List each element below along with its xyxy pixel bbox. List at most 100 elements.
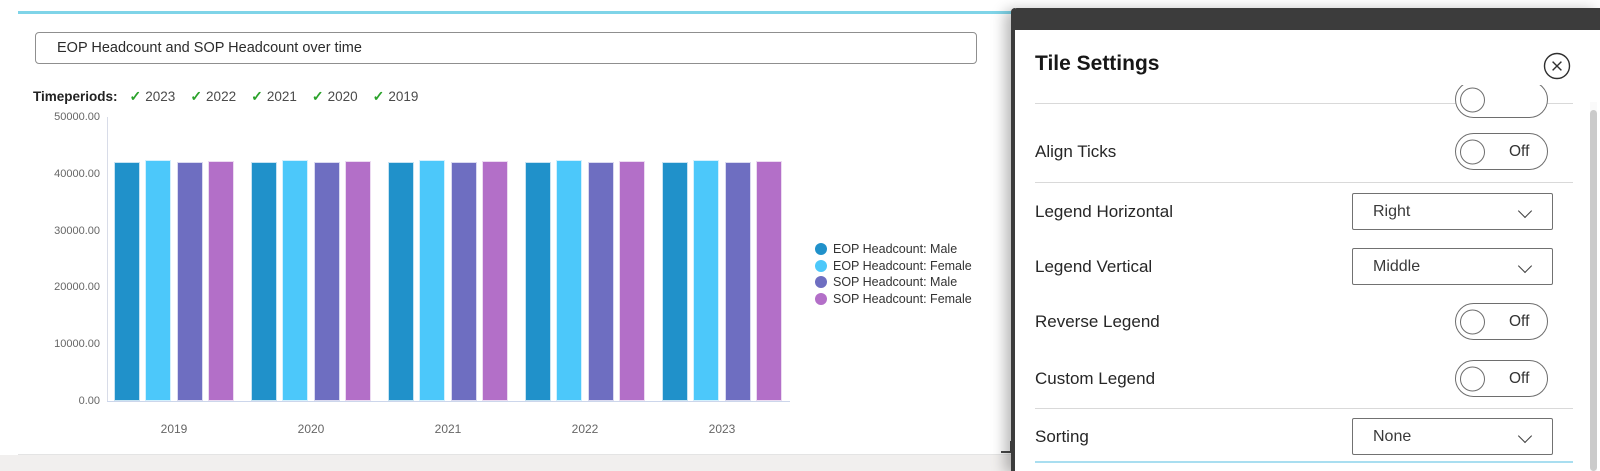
checkmark-icon: ✓ (251, 87, 263, 104)
custom-legend-toggle[interactable]: Off (1455, 360, 1548, 397)
panel-left-edge (1011, 8, 1015, 471)
row-divider (1035, 103, 1573, 104)
chevron-down-icon (1517, 428, 1533, 444)
bar-2021-sop-headcount-male (450, 162, 477, 401)
toggle-knob (1460, 87, 1485, 112)
tile-settings-panel: Tile Settings Align Ticks Off (1011, 8, 1600, 471)
y-axis-tick-label: 40000.00 (54, 167, 100, 180)
setting-row-custom-legend: Custom Legend Off (1035, 360, 1573, 397)
selected-option: Right (1373, 202, 1411, 220)
x-axis-tick-label: 2023 (708, 422, 736, 436)
bar-2019-sop-headcount-male (176, 162, 203, 401)
timeperiod-filter-2022[interactable]: ✓ 2022 (190, 88, 236, 105)
timeperiod-filter-2021[interactable]: ✓ 2021 (251, 88, 297, 105)
panel-title: Tile Settings (1035, 52, 1160, 75)
legend-marker-icon (815, 259, 827, 272)
checkmark-icon: ✓ (190, 87, 203, 104)
bar-2019-eop-headcount-male (113, 162, 140, 401)
bar-2020-sop-headcount-male (313, 162, 340, 401)
reverse-legend-toggle[interactable]: Off (1455, 303, 1548, 340)
y-axis-tick-label: 0.00 (78, 395, 100, 407)
bar-2023-sop-headcount-male (724, 162, 751, 401)
toggle-state-label: Off (1509, 142, 1530, 160)
timeperiod-label: 2021 (266, 88, 297, 104)
panel-scrollbar[interactable] (1590, 102, 1597, 471)
y-axis-tick-label: 50000.00 (54, 111, 100, 123)
bar-2023-sop-headcount-female (756, 160, 783, 401)
y-axis-tick-label: 20000.00 (54, 281, 100, 294)
partial-toggle[interactable] (1455, 85, 1548, 118)
y-axis-tick-label: 30000.00 (54, 224, 100, 237)
timeperiods-row: Timeperiods: ✓ 2023 ✓ 2022 ✓ 2021 ✓ 2020 ✓ 2019 (33, 86, 433, 106)
toggle-knob (1460, 309, 1485, 334)
chevron-down-icon (1517, 258, 1533, 274)
panel-titlebar[interactable] (1011, 8, 1600, 30)
close-icon[interactable] (1543, 52, 1571, 80)
toggle-state-label: Off (1509, 312, 1530, 330)
tile-title-input[interactable] (35, 32, 977, 64)
bar-2022-eop-headcount-female (556, 160, 583, 401)
y-axis-line (107, 117, 108, 401)
timeperiod-label: 2019 (388, 88, 419, 104)
checkmark-icon: ✓ (129, 87, 142, 104)
legend-item[interactable]: SOP Headcount: Male (815, 274, 972, 291)
bar-2021-eop-headcount-female (419, 160, 446, 401)
legend-item[interactable]: SOP Headcount: Female (815, 291, 972, 308)
chevron-down-icon (1517, 203, 1533, 219)
timeperiod-filter-2023[interactable]: ✓ 2023 (130, 88, 176, 105)
bar-2020-eop-headcount-male (250, 162, 277, 401)
timeperiods-items: ✓ 2023 ✓ 2022 ✓ 2021 ✓ 2020 ✓ 2019 (130, 88, 434, 105)
timeperiods-label: Timeperiods: (33, 88, 118, 104)
align-ticks-toggle[interactable]: Off (1455, 133, 1548, 170)
bar-2019-sop-headcount-female (208, 160, 235, 401)
setting-row-legend-vertical: Legend Vertical Middle (1035, 248, 1573, 285)
legend-vertical-select[interactable]: Middle (1352, 248, 1553, 285)
setting-row-align-ticks: Align Ticks Off (1035, 133, 1573, 170)
selected-option: None (1373, 427, 1412, 445)
x-axis-line (107, 401, 790, 402)
bar-2020-sop-headcount-female (345, 160, 372, 401)
section-highlight-divider (1035, 461, 1573, 463)
toggle-knob (1460, 139, 1485, 164)
setting-label: Align Ticks (1035, 141, 1117, 161)
x-axis-tick-label: 2020 (297, 422, 325, 436)
timeperiod-label: 2020 (327, 88, 358, 104)
legend-marker-icon (815, 276, 827, 289)
timeperiod-filter-2019[interactable]: ✓ 2019 (373, 88, 419, 105)
scrollbar-thumb[interactable] (1590, 110, 1597, 471)
row-divider (1035, 408, 1573, 409)
legend-horizontal-select[interactable]: Right (1352, 193, 1553, 230)
x-axis-tick-label: 2021 (434, 422, 462, 436)
setting-label: Legend Horizontal (1035, 201, 1173, 221)
legend-item[interactable]: EOP Headcount: Male (815, 241, 972, 258)
panel-scroll-content: Align Ticks Off Legend Horizontal Right … (1011, 85, 1600, 471)
bar-2021-sop-headcount-female (482, 160, 509, 401)
timeperiod-filter-2020[interactable]: ✓ 2020 (312, 88, 358, 105)
legend-label: EOP Headcount: Female (833, 258, 972, 273)
bar-2022-sop-headcount-male (587, 162, 614, 401)
bar-2022-sop-headcount-female (619, 160, 646, 401)
legend-label: EOP Headcount: Male (833, 242, 958, 257)
setting-row-reverse-legend: Reverse Legend Off (1035, 303, 1573, 340)
bar-chart: 50000.00 40000.00 30000.00 20000.00 10000.00… (18, 14, 1560, 454)
bar-2023-eop-headcount-male (661, 162, 688, 401)
bar-2019-eop-headcount-female (145, 160, 172, 401)
checkmark-icon: ✓ (311, 87, 324, 104)
row-divider (1035, 182, 1573, 183)
setting-row-legend-horizontal: Legend Horizontal Right (1035, 193, 1573, 230)
legend-item[interactable]: EOP Headcount: Female (815, 258, 972, 275)
sorting-select[interactable]: None (1352, 418, 1553, 455)
legend-label: SOP Headcount: Male (833, 275, 958, 290)
toggle-knob (1460, 366, 1485, 391)
setting-label: Reverse Legend (1035, 311, 1160, 331)
x-axis-tick-label: 2019 (160, 422, 188, 436)
timeperiod-label: 2022 (206, 88, 237, 104)
checkmark-icon: ✓ (372, 87, 385, 104)
x-axis-tick-label: 2022 (571, 422, 599, 436)
selected-option: Middle (1373, 257, 1421, 275)
setting-label: Sorting (1035, 426, 1089, 446)
chart-legend: EOP Headcount: Male EOP Headcount: Female… (815, 241, 972, 307)
setting-row-sorting: Sorting None (1035, 418, 1573, 455)
bar-2022-eop-headcount-male (524, 162, 551, 401)
